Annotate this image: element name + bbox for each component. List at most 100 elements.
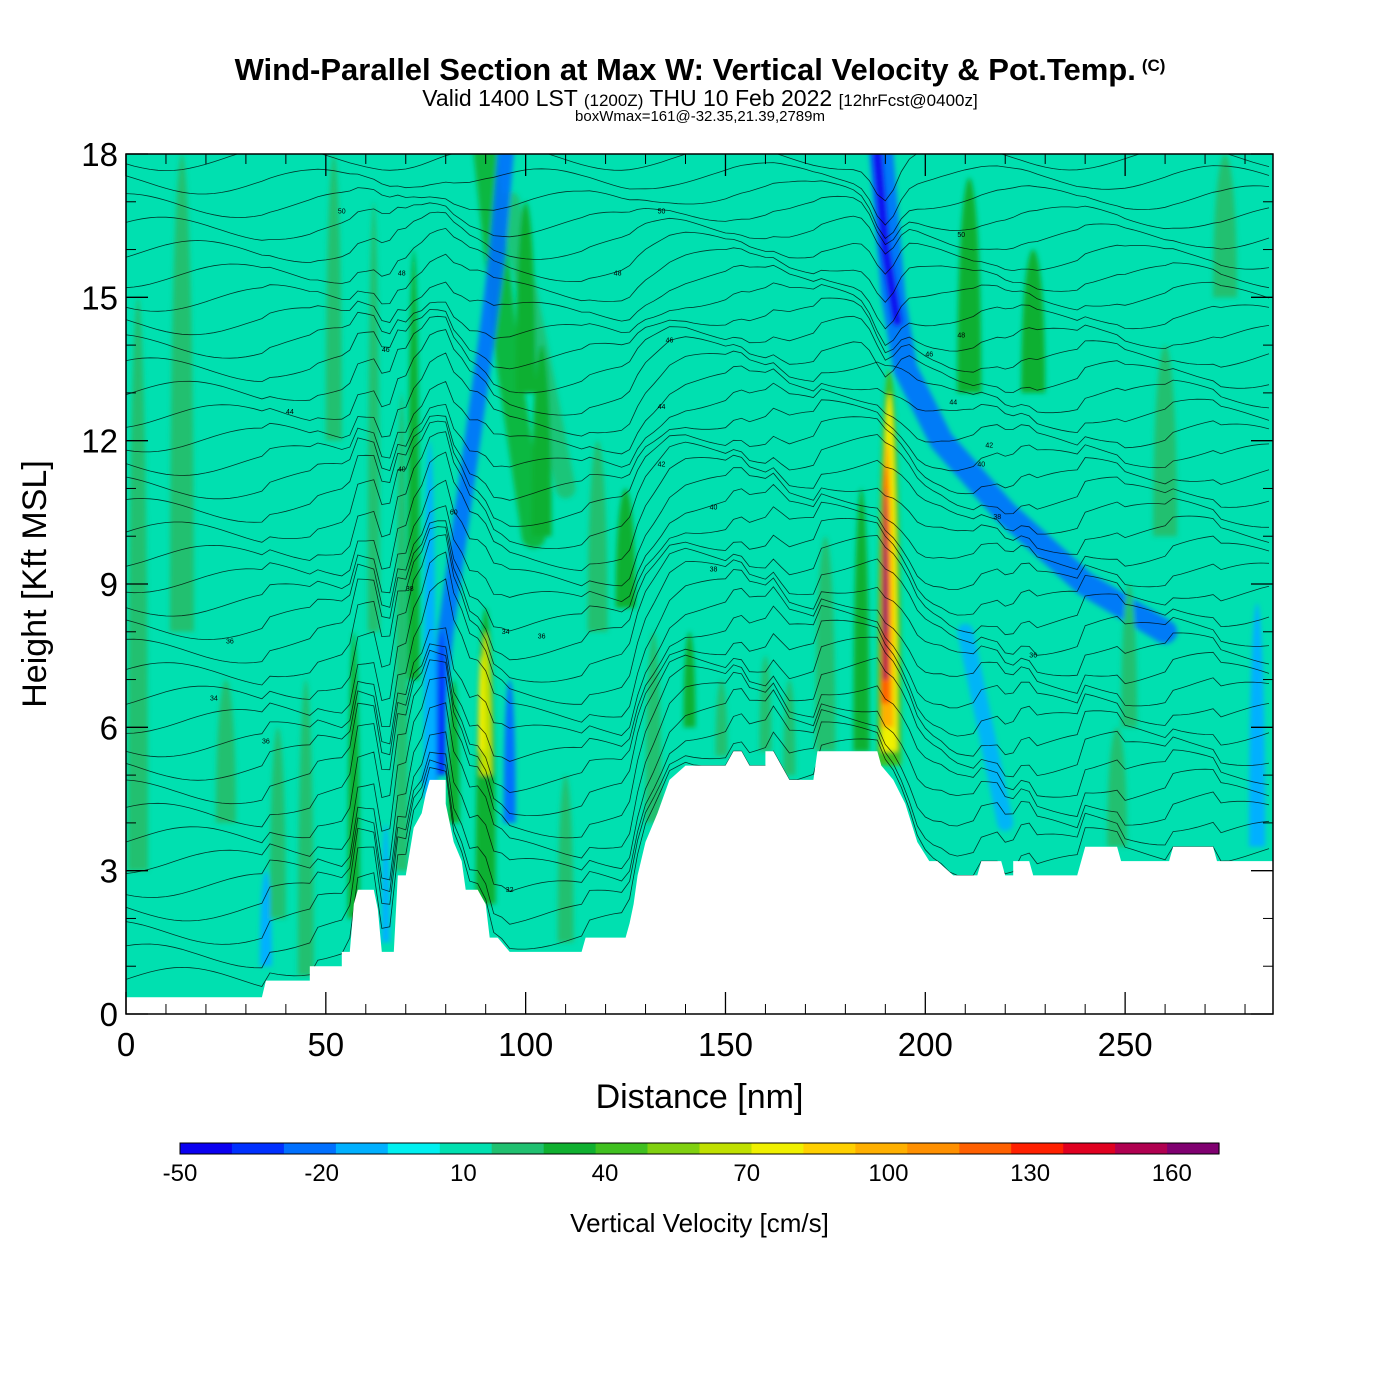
theta-contour xyxy=(126,738,1270,987)
colorbar-swatch xyxy=(335,1143,389,1154)
velocity-feature-30 xyxy=(853,488,870,752)
velocity-feature-26 xyxy=(715,679,728,756)
colorbar-swatch xyxy=(1115,1143,1168,1154)
colorbar-swatch xyxy=(491,1143,545,1154)
theta-label: 50 xyxy=(658,208,666,215)
colorbar-swatch xyxy=(959,1143,1012,1154)
velocity-feature-21 xyxy=(557,775,574,943)
y-tick-label: 0 xyxy=(100,996,118,1033)
theta-contour xyxy=(126,605,1270,805)
theta-label: 46 xyxy=(666,337,674,344)
theta-label: 42 xyxy=(985,442,993,449)
velocity-feature-36 xyxy=(883,536,887,632)
velocity-feature-20 xyxy=(515,201,536,393)
velocity-feature-2 xyxy=(215,679,236,823)
plot-area: 50 48 46 44 40 60 38 36 34 36 34 36 32 50 48 46 44 42 40 38… xyxy=(126,154,1273,1014)
theta-contour xyxy=(126,297,1270,383)
velocity-feature-43 xyxy=(1213,154,1238,298)
velocity-feature-40 xyxy=(1121,584,1138,728)
colorbar-tick-label: 100 xyxy=(868,1160,908,1187)
theta-label: 48 xyxy=(398,270,406,277)
theta-label: 32 xyxy=(506,887,514,894)
theta-label: 44 xyxy=(658,404,666,411)
title-copyright-mark: (C) xyxy=(1141,56,1166,75)
colorbar-swatch xyxy=(647,1143,700,1154)
theta-contour xyxy=(126,534,1270,705)
y-tick-label: 18 xyxy=(81,136,118,173)
velocity-feature-1 xyxy=(169,154,194,632)
colorbar-swatch xyxy=(751,1143,804,1154)
colorbar-frame xyxy=(179,1142,1220,1155)
theta-label: 36 xyxy=(262,739,270,746)
velocity-feature-37 xyxy=(957,177,982,393)
theta-contour xyxy=(126,431,1270,567)
x-axis-label: Distance [nm] xyxy=(596,1078,804,1116)
theta-contour xyxy=(126,467,1270,617)
x-tick-label: 250 xyxy=(1098,1026,1153,1063)
theta-contour xyxy=(126,517,1270,686)
colorbar-swatch xyxy=(439,1143,493,1154)
velocity-feature-7 xyxy=(347,631,360,919)
velocity-feature-6 xyxy=(325,154,342,441)
theta-contour xyxy=(126,329,1270,428)
velocity-feature-10 xyxy=(395,392,408,871)
theta-contour xyxy=(126,195,1270,246)
x-tick-label: 50 xyxy=(307,1026,344,1063)
theta-contour xyxy=(126,451,1270,594)
chart-subtitle: Valid 1400 LST (1200Z) THU 10 Feb 2022 [… xyxy=(0,85,1400,112)
subtitle-valid: Valid 1400 LST xyxy=(422,85,578,111)
x-tick-label: 100 xyxy=(498,1026,553,1063)
theta-label: 48 xyxy=(614,270,622,277)
colorbar-tick-label: -20 xyxy=(304,1160,339,1187)
x-axis: 0 50 100 150 200 250 xyxy=(117,154,1246,1063)
theta-contour xyxy=(126,483,1270,641)
x-tick-label: 200 xyxy=(898,1026,953,1063)
theta-label: 36 xyxy=(538,634,546,641)
theta-contour xyxy=(126,180,1270,239)
theta-label: 36 xyxy=(226,638,234,645)
theta-label: 40 xyxy=(710,505,718,512)
theta-contour xyxy=(126,721,1270,969)
theta-label: 60 xyxy=(450,509,458,516)
theta-contour xyxy=(126,227,1270,289)
theta-contour xyxy=(126,382,1270,500)
velocity-feature-4 xyxy=(269,727,286,919)
theta-contour xyxy=(126,350,1270,453)
theta-label: 50 xyxy=(338,208,346,215)
theta-label: 44 xyxy=(286,409,294,416)
chart-title: Wind-Parallel Section at Max W: Vertical… xyxy=(0,52,1400,88)
colorbar-swatch xyxy=(231,1143,285,1154)
colorbar-swatch xyxy=(595,1143,649,1154)
theta-contour xyxy=(126,315,1270,402)
theta-label: 34 xyxy=(502,629,510,636)
y-tick-label: 12 xyxy=(81,423,118,460)
velocity-feature-8 xyxy=(367,201,380,632)
x-tick-label: 150 xyxy=(698,1026,753,1063)
colorbar-swatch xyxy=(1167,1143,1220,1154)
colorbar-swatch xyxy=(387,1143,441,1154)
colorbar-swatch xyxy=(1011,1143,1064,1154)
theta-label: 40 xyxy=(977,462,985,469)
theta-label: 38 xyxy=(710,567,718,574)
velocity-feature-41 xyxy=(1249,603,1266,847)
theta-contour-labels: 50 48 46 44 40 60 38 36 34 36 34 36 32 50 48 46 44 42 40 38… xyxy=(210,208,1037,893)
theta-contour xyxy=(126,586,1270,781)
theta-contour xyxy=(126,501,1270,664)
velocity-feature-18 xyxy=(503,679,516,823)
velocity-feature-28 xyxy=(783,679,796,776)
velocity-feature-19 xyxy=(531,345,552,537)
theta-contour xyxy=(126,619,1270,828)
theta-label: 34 xyxy=(210,696,218,703)
theta-contour xyxy=(126,264,1270,336)
chart-subtitle-boxwmax: boxWmax=161@-32.35,21.39,2789m xyxy=(575,108,825,125)
theta-contour xyxy=(126,247,1270,312)
theta-label: 46 xyxy=(925,352,933,359)
colorbar-swatch xyxy=(803,1143,856,1154)
theta-contour xyxy=(126,399,1270,523)
velocity-feature-9 xyxy=(381,822,390,943)
theta-contour xyxy=(126,671,1270,898)
theta-contour xyxy=(126,282,1270,359)
subtitle-day: THU 10 Feb 2022 xyxy=(649,85,833,111)
colorbar: -50 -20 10 40 70 100 130 160 Vertical Velocity [… xyxy=(163,1142,1220,1238)
